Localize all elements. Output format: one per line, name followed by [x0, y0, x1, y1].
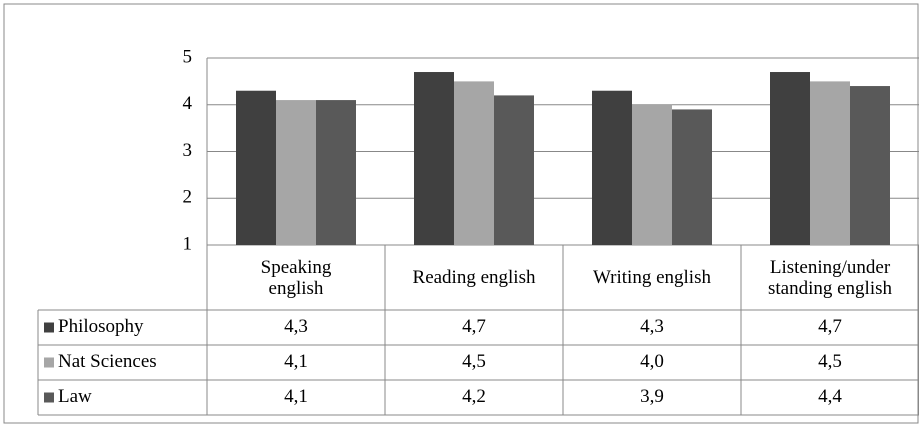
x-tick-label: Listening/under standing english: [767, 256, 893, 299]
data-label: 4,7: [818, 316, 842, 337]
category-cell: Speaking english: [260, 256, 332, 299]
legend-label: Nat Sciences: [58, 351, 157, 372]
x-tick-label: Reading english: [412, 267, 536, 288]
category-cell: Listening/under standing english: [767, 256, 893, 299]
data-label: 4,1: [284, 386, 308, 407]
legend-swatch: [44, 357, 54, 368]
data-label: 4,7: [462, 316, 486, 337]
y-tick-label: 3: [183, 140, 193, 161]
bar: [672, 109, 712, 245]
bar: [770, 72, 810, 246]
bar: [276, 100, 316, 245]
bar: [316, 100, 356, 245]
y-tick-label: 1: [183, 233, 193, 254]
category-cell: Reading english: [412, 267, 536, 288]
bar: [494, 95, 534, 246]
bar: [414, 72, 454, 246]
data-label: 4,4: [818, 386, 842, 407]
bar: [454, 81, 494, 245]
x-tick-label: Speaking english: [260, 256, 332, 299]
y-tick-label: 4: [183, 93, 193, 114]
legend-swatch: [44, 322, 54, 333]
category-cell: Writing english: [593, 267, 711, 288]
y-tick-label: 5: [183, 46, 193, 67]
legend-label: Philosophy: [58, 316, 144, 337]
data-label: 4,0: [640, 351, 664, 372]
data-label: 3,9: [640, 386, 664, 407]
x-tick-label: Writing english: [593, 267, 711, 288]
legend-label: Law: [58, 386, 92, 407]
data-label: 4,1: [284, 351, 308, 372]
bar: [850, 86, 890, 245]
bar: [632, 104, 672, 245]
data-label: 4,5: [818, 351, 842, 372]
y-tick-label: 2: [183, 187, 193, 208]
legend-swatch: [44, 392, 54, 403]
data-label: 4,3: [284, 316, 308, 337]
bar: [592, 90, 632, 245]
bar: [810, 81, 850, 245]
bar: [236, 90, 276, 245]
data-label: 4,5: [462, 351, 486, 372]
data-label: 4,2: [462, 386, 486, 407]
data-label: 4,3: [640, 316, 664, 337]
